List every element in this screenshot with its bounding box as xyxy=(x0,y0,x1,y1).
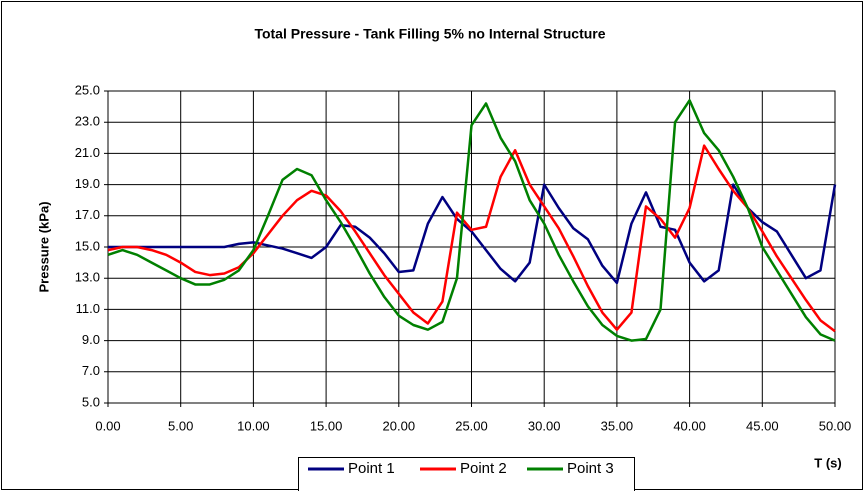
x-tick-label: 30.00 xyxy=(528,418,561,433)
y-axis-label: Pressure (kPa) xyxy=(36,201,51,292)
series-line xyxy=(107,144,836,333)
legend-label: Point 3 xyxy=(567,460,614,477)
x-tick-label: 35.00 xyxy=(601,418,634,433)
y-tick-label: 11.0 xyxy=(76,301,100,316)
legend-label: Point 2 xyxy=(460,460,507,477)
y-tick-label: 7.0 xyxy=(82,363,100,378)
x-tick-label: 5.00 xyxy=(168,418,193,433)
y-tick-label: 17.0 xyxy=(75,207,100,222)
y-tick-label: 25.0 xyxy=(75,82,100,97)
x-axis-label: T (s) xyxy=(814,455,841,470)
y-tick-label: 15.0 xyxy=(75,238,100,253)
y-tick-label: 19.0 xyxy=(75,176,100,191)
x-tick-label: 20.00 xyxy=(383,418,416,433)
x-tick-label: 0.00 xyxy=(95,418,120,433)
x-tick-label: 10.00 xyxy=(237,418,270,433)
y-tick-label: 21.0 xyxy=(75,145,100,160)
legend-box xyxy=(298,457,635,491)
y-tick-label: 23.0 xyxy=(75,114,100,129)
series-line xyxy=(107,99,836,342)
y-tick-label: 5.0 xyxy=(82,394,100,409)
x-tick-label: 15.00 xyxy=(310,418,343,433)
x-tick-label: 50.00 xyxy=(819,418,852,433)
x-tick-label: 45.00 xyxy=(746,418,779,433)
chart-title: Total Pressure - Tank Filling 5% no Inte… xyxy=(254,26,605,42)
x-tick-label: 25.00 xyxy=(455,418,488,433)
series-line xyxy=(108,183,837,285)
y-tick-label: 9.0 xyxy=(82,332,100,347)
y-tick-label: 13.0 xyxy=(75,270,100,285)
x-tick-label: 40.00 xyxy=(673,418,706,433)
legend-label: Point 1 xyxy=(348,460,395,477)
